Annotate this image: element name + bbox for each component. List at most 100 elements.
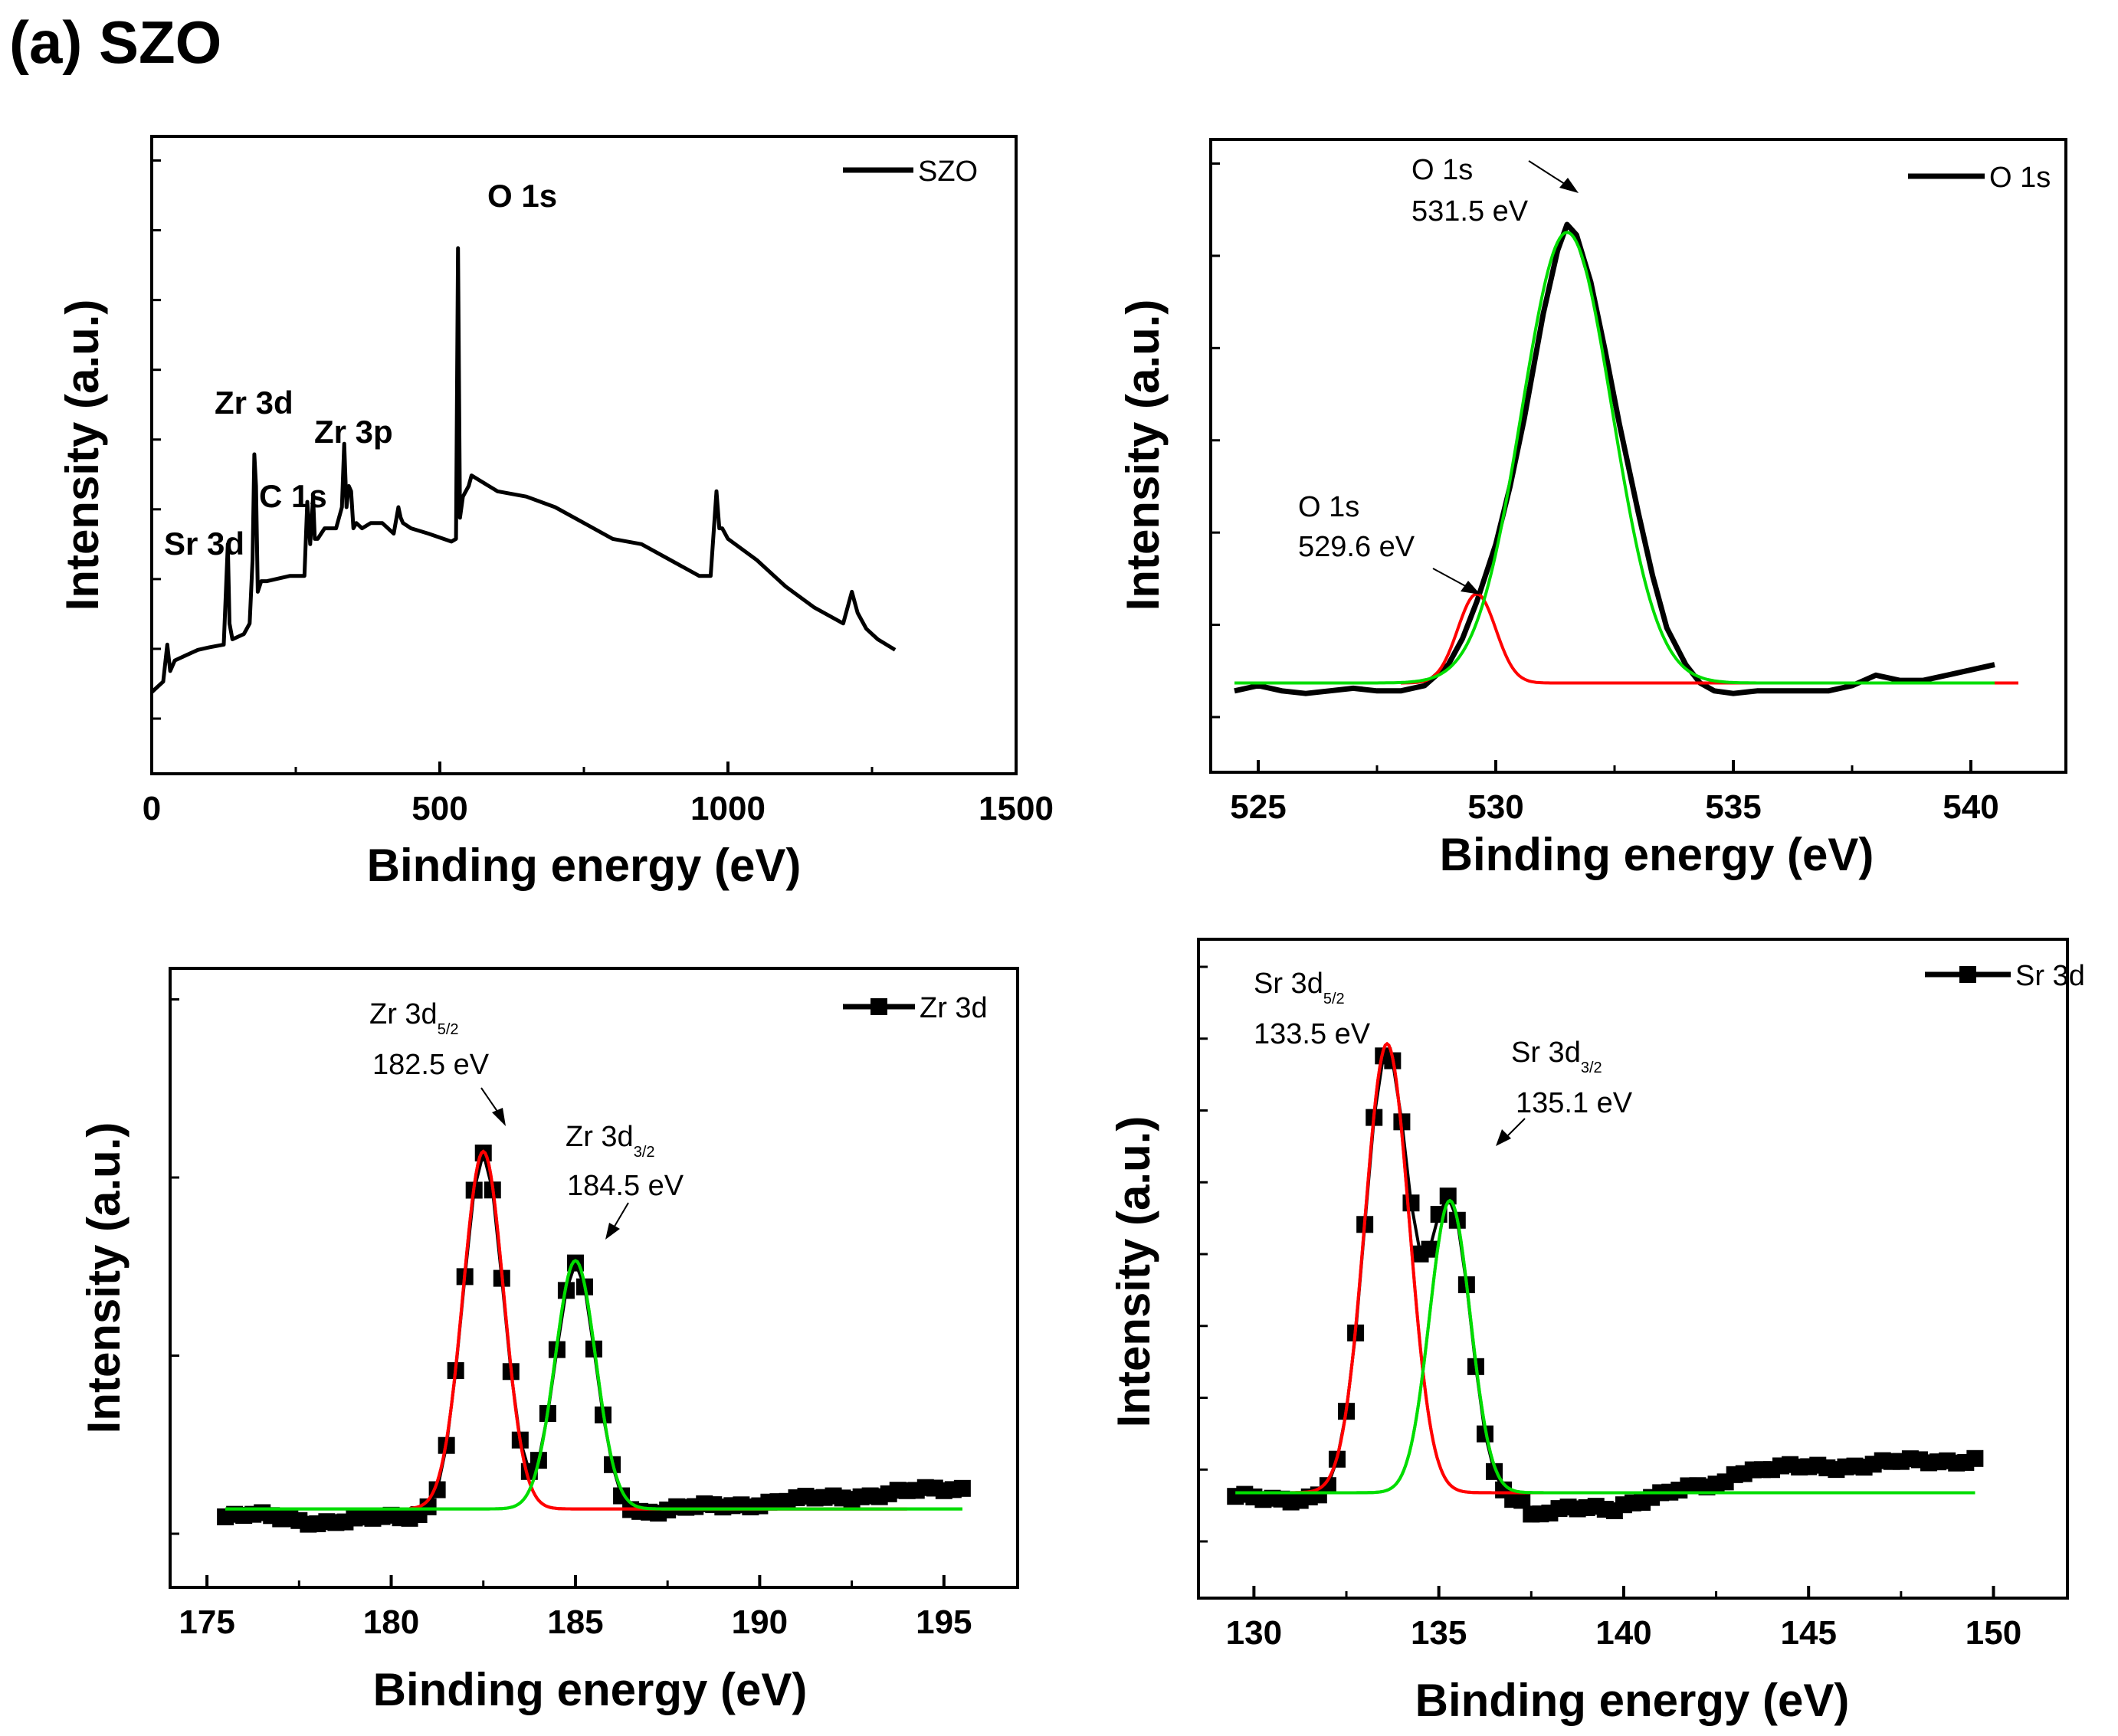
survey-chart: 0 500 1000 1500 Binding energy (eV) Intensi…	[57, 135, 1054, 891]
zr3d-x-axis-title: Binding energy (eV)	[373, 1664, 808, 1715]
sr3d-plot-frame	[1197, 938, 2069, 1600]
sr3d-legend-label: Sr 3d	[2015, 960, 2085, 992]
x-tick-label: 195	[916, 1603, 972, 1641]
sr3d-measured-line	[1234, 1053, 1976, 1516]
survey-y-ticks	[152, 159, 161, 720]
survey-annotation-sr3d: Sr 3d	[164, 526, 244, 562]
sr3d-data-point	[1421, 1240, 1438, 1258]
zr3d-fit-overlay-1	[409, 1149, 907, 1511]
x-tick-label: 150	[1966, 1614, 2021, 1652]
survey-annotation-zr3p: Zr 3p	[314, 414, 393, 450]
sr3d-data-point	[1319, 1477, 1336, 1495]
sr3d-annotation-label-1-main: Sr 3d	[1254, 968, 1323, 1000]
x-tick-label: 1000	[690, 790, 766, 827]
x-tick-label: 145	[1781, 1614, 1837, 1652]
zr3d-fit-curve-1	[409, 1149, 907, 1511]
zr3d-annotation-value-1: 182.5 eV	[372, 1049, 490, 1081]
sr3d-legend-marker	[1959, 966, 1976, 983]
zr3d-series	[217, 1145, 971, 1533]
zr3d-annotation-value-2: 184.5 eV	[567, 1170, 684, 1202]
x-tick-label: 175	[179, 1603, 234, 1641]
zr3d-annotation-arrowhead-2	[605, 1223, 620, 1240]
zr3d-legend-marker	[870, 998, 887, 1015]
survey-x-ticks: 0 500 1000 1500	[143, 762, 1054, 827]
sr3d-x-ticks: 130 135 140 145 150	[1226, 1586, 2021, 1652]
zr3d-x-ticks: 175 180 185 190 195	[179, 1575, 972, 1641]
sr3d-x-axis-title: Binding energy (eV)	[1415, 1675, 1850, 1726]
sr3d-annotation-label-2-sub: 3/2	[1581, 1060, 1602, 1076]
sr3d-annotation-value-1: 133.5 eV	[1254, 1018, 1371, 1050]
x-tick-label: 1500	[979, 790, 1054, 827]
survey-annotation-o1s: O 1s	[487, 178, 557, 214]
sr3d-annotation-label-2-main: Sr 3d	[1511, 1037, 1581, 1069]
o1s-annotation-arrowhead-1	[1559, 178, 1579, 193]
sr3d-data-point	[1402, 1194, 1420, 1212]
survey-x-axis-title: Binding energy (eV)	[367, 840, 802, 891]
o1s-legend-label: O 1s	[1989, 162, 2051, 194]
survey-series-line-0	[150, 246, 897, 694]
x-tick-label: 190	[732, 1603, 788, 1641]
zr3d-annotation-arrowhead-1	[492, 1108, 506, 1126]
o1s-plot-frame	[1209, 138, 2067, 774]
zr3d-annotation-label-1: Zr 3d5/2	[369, 998, 459, 1038]
zr3d-annotation-arrow-2	[612, 1202, 629, 1230]
o1s-y-axis-title: Intensity (a.u.)	[1117, 300, 1169, 611]
x-tick-label: 530	[1467, 788, 1523, 826]
o1s-annotation-value-2: 529.6 eV	[1298, 531, 1415, 563]
sr3d-annotation-arrowhead-2	[1496, 1129, 1511, 1146]
x-tick-label: 0	[143, 790, 161, 827]
sr3d-fit-curve-2	[1235, 1198, 1975, 1495]
o1s-fit-curve-1	[1401, 592, 2018, 685]
sr3d-annotation-label-1-sub: 5/2	[1323, 991, 1345, 1007]
zr3d-chart: 175 180 185 190 195 Binding energy (eV) Inte…	[78, 967, 1019, 1715]
zr3d-annotation-label-1-main: Zr 3d	[369, 998, 438, 1030]
sr3d-annotation-label-1: Sr 3d5/2	[1254, 968, 1345, 1007]
sr3d-series	[1227, 1041, 1984, 1523]
o1s-fit-curve-2	[1234, 231, 1995, 685]
o1s-series	[1234, 221, 2018, 696]
zr3d-plot-frame	[169, 967, 1019, 1589]
o1s-annotation-arrow-2	[1432, 568, 1470, 589]
survey-plot-frame	[150, 135, 1018, 775]
o1s-annotation-value-1: 531.5 eV	[1411, 195, 1529, 228]
o1s-y-ticks	[1211, 162, 1220, 719]
o1s-chart: 525 530 535 540 Binding energy (eV) Intensi…	[1117, 138, 2067, 880]
sr3d-data-point	[1439, 1187, 1457, 1205]
zr3d-annotation-label-2: Zr 3d3/2	[566, 1121, 655, 1161]
o1s-annotation-label-2: O 1s	[1298, 491, 1359, 523]
x-tick-label: 130	[1226, 1614, 1282, 1652]
zr3d-y-axis-title: Intensity (a.u.)	[78, 1122, 130, 1434]
survey-annotation-zr3d: Zr 3d	[215, 385, 293, 421]
survey-legend-label: SZO	[918, 156, 978, 188]
zr3d-data-point	[953, 1479, 971, 1497]
o1s-x-axis-title: Binding energy (eV)	[1440, 829, 1874, 880]
zr3d-fit-overlay-2	[225, 1259, 962, 1511]
x-tick-label: 535	[1705, 788, 1761, 826]
x-tick-label: 185	[547, 1603, 603, 1641]
sr3d-y-ticks	[1198, 965, 1208, 1543]
survey-y-axis-title: Intensity (a.u.)	[57, 300, 108, 611]
o1s-annotation-label-1: O 1s	[1411, 154, 1473, 186]
sr3d-annotation-label-2: Sr 3d3/2	[1511, 1037, 1602, 1076]
zr3d-annotation-label-1-sub: 5/2	[438, 1021, 459, 1038]
x-tick-label: 180	[363, 1603, 419, 1641]
zr3d-fit-curve-2	[225, 1259, 962, 1511]
zr3d-legend-label: Zr 3d	[920, 992, 988, 1024]
x-tick-label: 500	[411, 790, 467, 827]
o1s-annotation-arrowhead-2	[1461, 581, 1480, 594]
panel-label: (a) SZO	[9, 8, 221, 76]
x-tick-label: 540	[1943, 788, 1998, 826]
zr3d-y-ticks	[170, 998, 179, 1535]
x-tick-label: 525	[1230, 788, 1286, 826]
sr3d-y-axis-title: Intensity (a.u.)	[1108, 1116, 1159, 1428]
sr3d-annotation-arrow-2	[1507, 1118, 1526, 1136]
sr3d-chart: 130 135 140 145 150 Binding energy (eV) Inte…	[1108, 938, 2085, 1726]
x-tick-label: 135	[1411, 1614, 1467, 1652]
sr3d-annotation-value-2: 135.1 eV	[1516, 1087, 1633, 1119]
x-tick-label: 140	[1595, 1614, 1651, 1652]
survey-annotation-c1s: C 1s	[259, 478, 327, 514]
sr3d-data-point	[1966, 1449, 1984, 1467]
survey-series	[150, 246, 897, 694]
sr3d-data-point	[1513, 1492, 1531, 1509]
sr3d-fit-overlay-2	[1235, 1198, 1975, 1495]
